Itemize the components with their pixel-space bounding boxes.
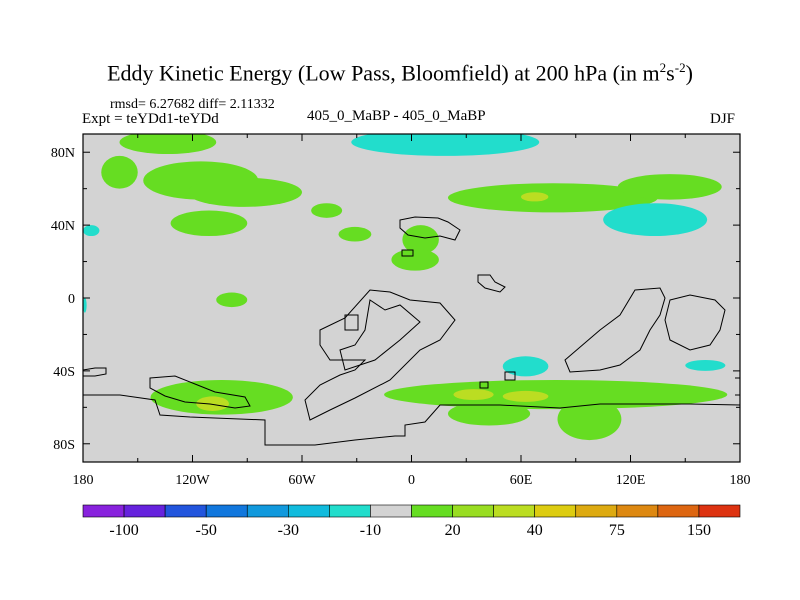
colorbar-box [534,504,577,518]
x-tick-label: 60W [288,473,316,488]
y-axis: 80N 40N 0 40S 80S [51,146,740,453]
colorbar-box [493,504,535,518]
coastline-box-mid [401,249,414,257]
anomaly-region-cyan-25 [83,298,87,313]
colorbar-box [288,504,330,518]
colorbar-box [698,504,741,518]
colorbar: -100 -50 -30 -10 20 40 75 150 [82,504,741,539]
x-tick-label: 120E [616,473,646,488]
anomaly-region-yellowgreen-19 [502,390,549,402]
colorbar-label: -100 [109,522,138,539]
coastline-islands-east [479,371,516,389]
anomaly-region-cyan-22 [502,356,549,377]
anomaly-region-green-8 [402,225,439,255]
coastline-layer [83,216,740,446]
anomaly-region-green-10 [448,183,658,213]
anomaly-region-cyan-20 [351,134,540,156]
coastline-island-small [344,314,359,331]
anomaly-region-green-5 [170,210,248,237]
x-tick-label: 180 [73,473,94,488]
anomaly-region-green-14 [384,380,728,410]
anomaly-region-green-3 [101,155,138,189]
x-tick-label: 0 [408,473,415,488]
anomaly-region-cyan-21 [603,203,708,237]
colorbar-box [370,504,412,518]
colorbar-label: -30 [278,522,299,539]
anomaly-field-layer [83,134,728,441]
colorbar-label: 20 [445,522,461,539]
coastline-asia-south [564,287,666,373]
coastline-arabia [477,274,506,293]
colorbar-box [411,504,453,518]
anomaly-region-green-16 [557,398,622,441]
colorbar-box [82,504,125,518]
anomaly-region-green-7 [216,292,248,308]
y-tick-label: 80N [51,146,75,161]
colorbar-box [616,504,659,518]
x-tick-label: 120W [175,473,210,488]
anomaly-region-cyan-24 [83,225,100,237]
colorbar-box [452,504,494,518]
coastline-east-edge [735,377,740,396]
x-tick-label: 180 [730,473,751,488]
coastline-south-america [304,289,456,421]
coastline-patagonia [149,375,251,409]
colorbar-label: -10 [360,522,381,539]
anomaly-region-green-11 [617,174,722,200]
experiment-label: Expt = teYDd1-teYDd [82,111,219,127]
colorbar-box [657,504,700,518]
chart-subtitle: 405_0_MaBP - 405_0_MaBP [307,108,486,124]
coastline-south-pacific [83,367,107,377]
colorbar-label: 75 [609,522,625,539]
x-axis: 180 120W 60W 0 60E 120E 180 [73,134,751,488]
season-label: DJF [710,111,736,127]
colorbar-box [246,504,289,518]
colorbar-label: 40 [527,522,543,539]
y-tick-label: 0 [68,292,75,307]
anomaly-region-green-15 [448,401,531,426]
anomaly-region-green-13 [150,380,293,415]
colorbar-label: -50 [196,522,217,539]
coastline-europe [399,216,461,241]
anomaly-region-green-9 [391,248,439,271]
coastline-antarctica [83,394,740,446]
y-tick-label: 40N [51,219,75,234]
anomaly-region-green-6 [338,226,372,242]
coastline-australia-ish [664,294,726,351]
colorbar-box [164,504,207,518]
colorbar-label: 150 [687,522,711,539]
stats-text: rmsd= 6.27682 diff= 2.11332 [110,97,275,112]
chart-title: Eddy Kinetic Energy (Low Pass, Bloomfiel… [107,60,693,86]
colorbar-box [329,504,371,518]
anomaly-region-yellowgreen-18 [453,389,494,401]
x-tick-label: 60E [510,473,533,488]
anomaly-region-green-2 [187,177,302,207]
y-tick-label: 80S [53,438,75,453]
colorbar-box [205,504,248,518]
anomaly-region-cyan-23 [685,359,726,371]
y-tick-label: 40S [53,365,75,380]
anomaly-region-yellowgreen-17 [196,396,229,411]
coastline-south-america-inner [339,299,421,371]
colorbar-box [123,504,166,518]
anomaly-region-yellowgreen-12 [521,192,549,202]
anomaly-region-green-4 [311,203,343,218]
colorbar-box [575,504,618,518]
